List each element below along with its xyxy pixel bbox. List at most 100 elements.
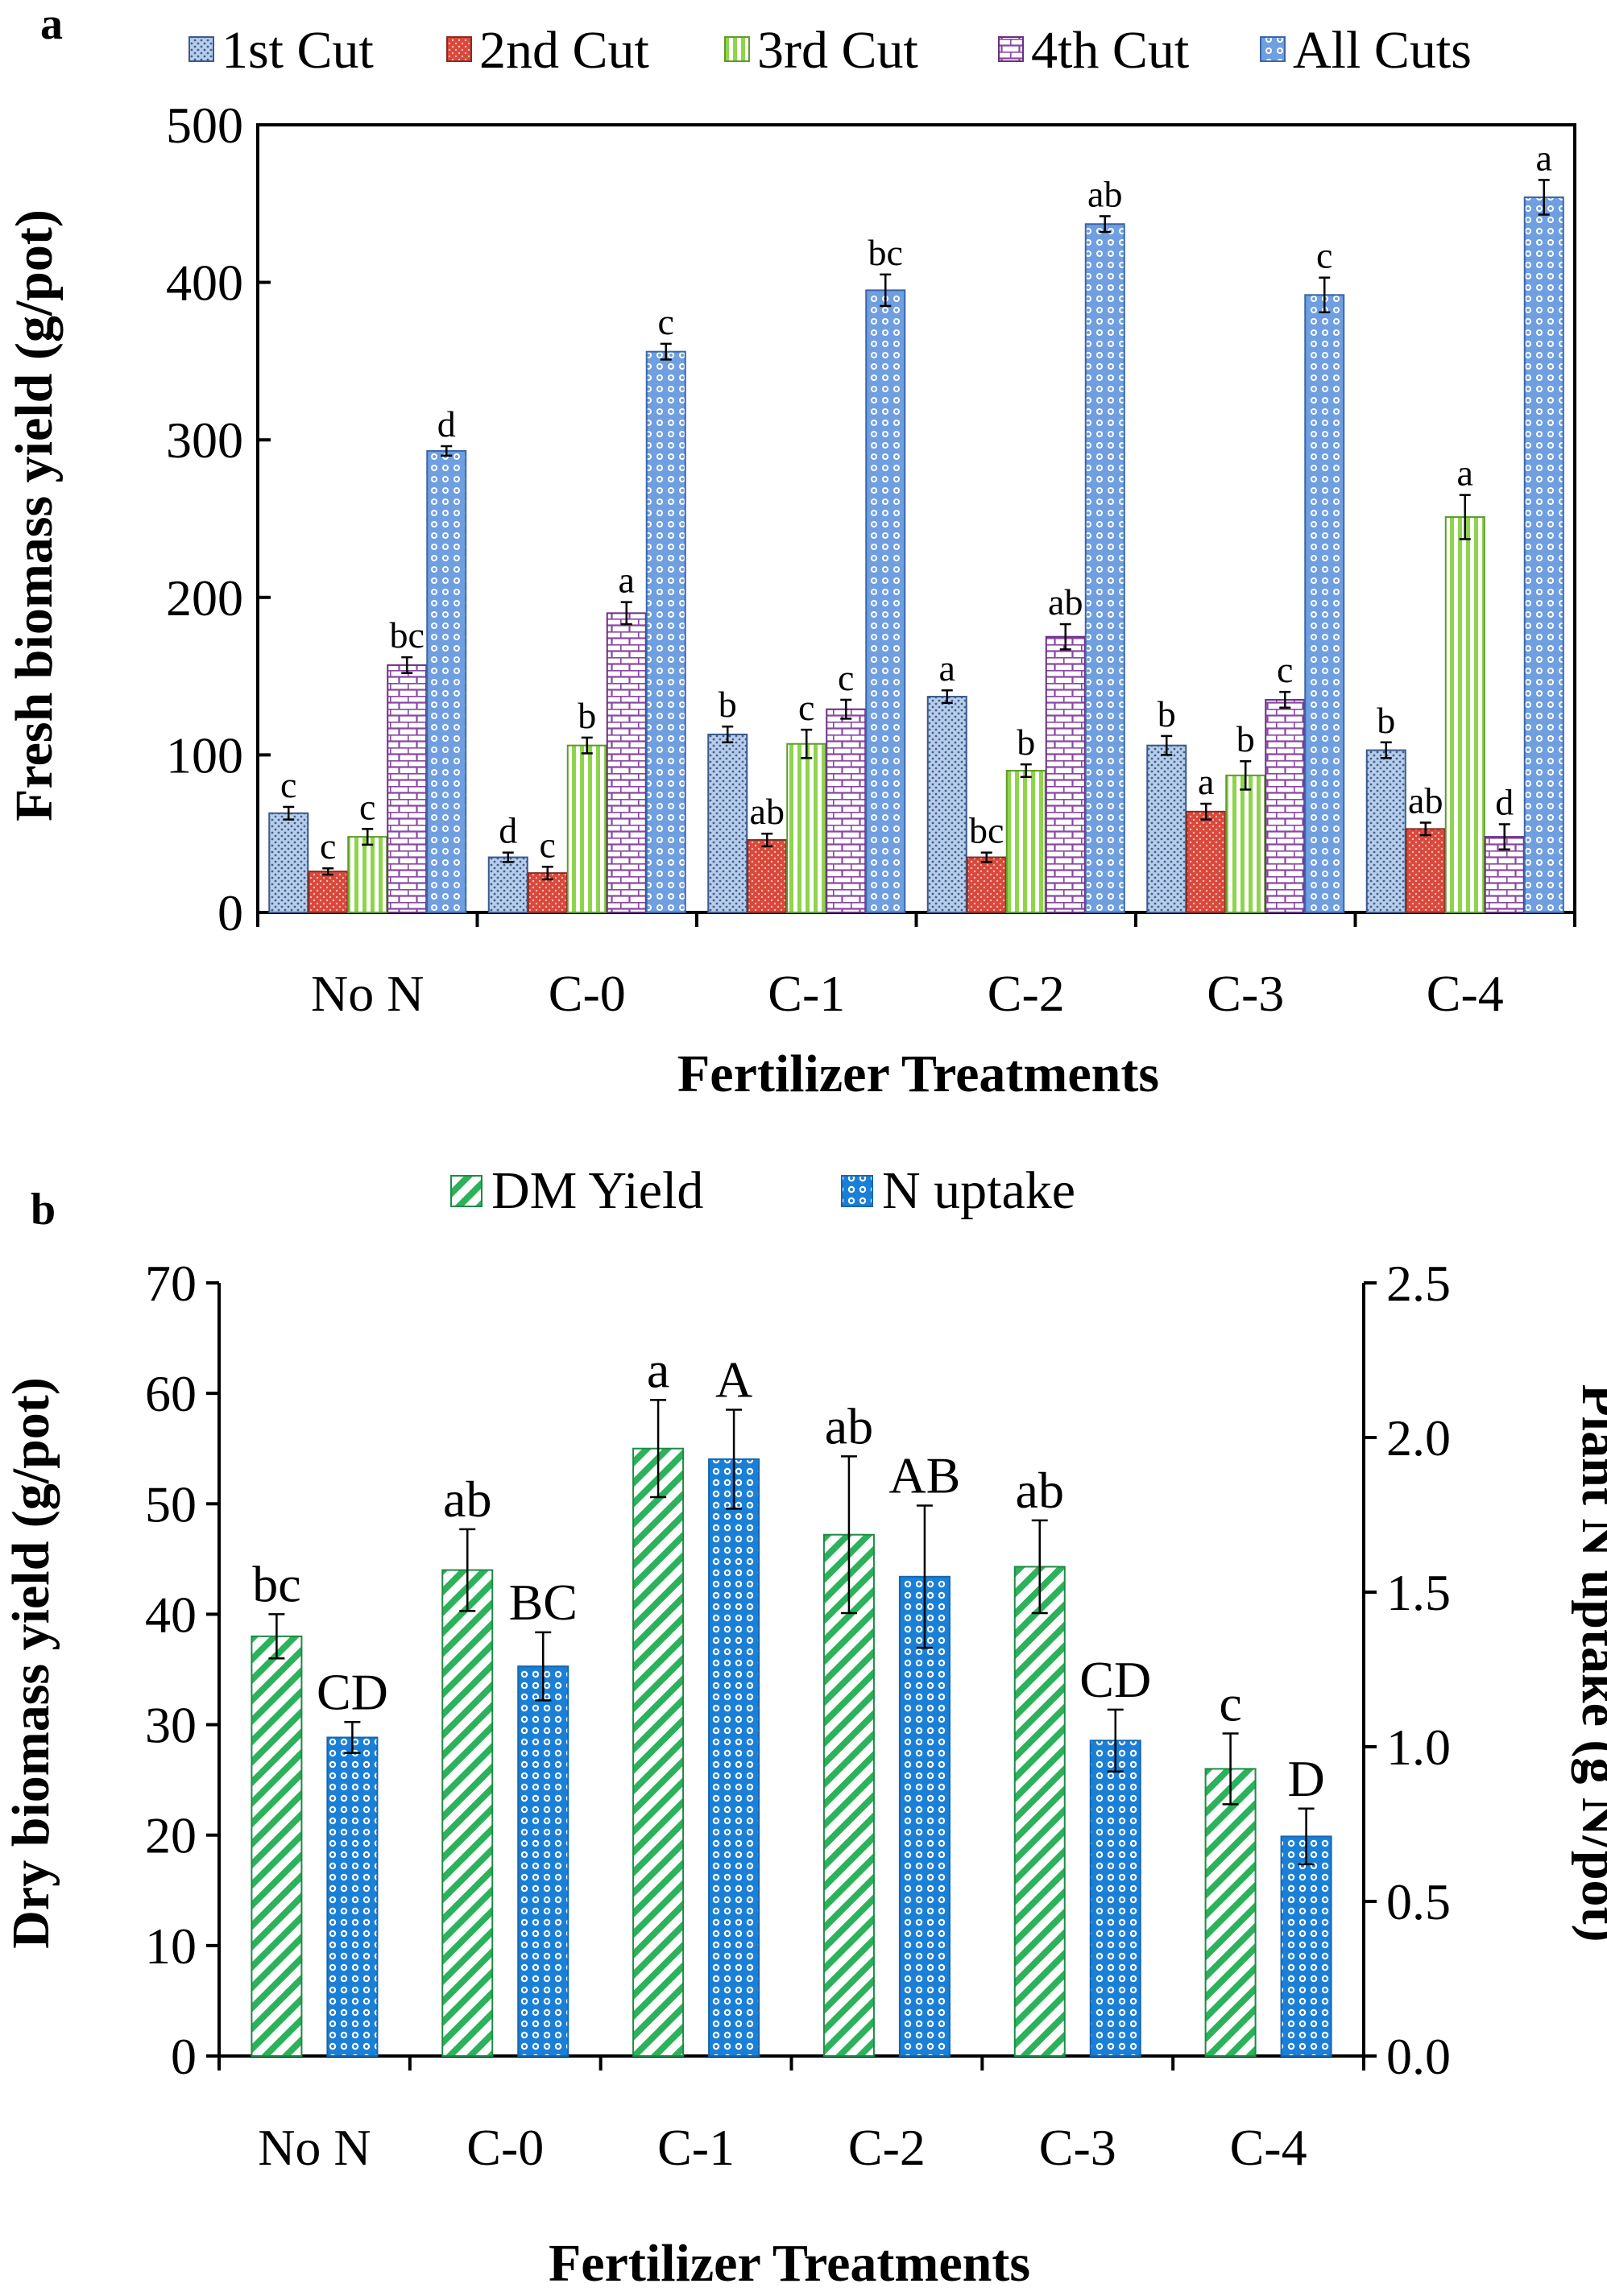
panel-b-bar-n-uptake [326, 1736, 379, 2057]
panel-a-significance-letter: c [280, 764, 296, 805]
panel-b-category-label: C-4 [1230, 2119, 1307, 2176]
panel-a-y-tick-label: 200 [166, 569, 243, 627]
panel-a-significance-letter: d [437, 403, 456, 445]
panel-b-y2-axis-title: Plant N uptake (g N/pot) [1571, 1384, 1607, 1942]
panel-a-bar-2nd-cut [747, 839, 788, 914]
panel-a-bar-all-cuts [1523, 196, 1564, 913]
panel-a-bar-4th-cut [1045, 635, 1086, 913]
panel-b-significance-letter: ab [1016, 1462, 1064, 1519]
panel-a-significance-letter: bc [868, 232, 903, 273]
panel-b-significance-letter: bc [252, 1555, 300, 1612]
panel-a-significance-letter: d [499, 810, 517, 851]
panel-a-bar-3rd-cut [347, 836, 388, 914]
panel-a-legend-label: 2nd Cut [479, 21, 649, 80]
panel-a-bar-1st-cut [268, 812, 309, 913]
panel-a-bar-3rd-cut [1005, 769, 1046, 914]
panel-b-y-tick-label: 0 [171, 2028, 197, 2085]
panel-b-bar-n-uptake [1280, 1835, 1332, 2058]
panel-a-bar-4th-cut [387, 664, 428, 914]
panel-a-category-label: C-1 [768, 965, 845, 1022]
panel-b-y2-tick-label: 2.0 [1386, 1409, 1451, 1467]
panel-a-significance-letter: a [619, 560, 635, 601]
panel-a-bar-2nd-cut [966, 856, 1007, 914]
panel-b-y-tick-label: 30 [145, 1697, 197, 1754]
panel-a-significance-letter: b [1017, 722, 1035, 763]
panel-a-significance-letter: c [540, 824, 556, 865]
panel-a-significance-letter: d [1495, 781, 1514, 822]
panel-a-bar-3rd-cut [1225, 774, 1266, 913]
panel-a-bar-all-cuts [645, 350, 686, 913]
panel-a-legend-swatch [724, 36, 750, 62]
panel-a-bar-all-cuts [865, 289, 906, 913]
panel-a-bar-3rd-cut [566, 744, 607, 913]
panel-b-significance-letter: c [1219, 1675, 1241, 1732]
panel-a-bar-all-cuts [1084, 223, 1125, 913]
panel-a-y-tick-label: 400 [166, 254, 243, 312]
panel-a-significance-letter: a [1457, 453, 1473, 494]
panel-b-bar-dm-yield [632, 1447, 685, 2057]
panel-a-bar-3rd-cut [786, 743, 827, 914]
panel-a-significance-letter: bc [969, 810, 1004, 851]
panel-b-significance-letter: AB [888, 1446, 960, 1504]
panel-b-legend-swatch [841, 1175, 873, 1207]
panel-a-y-tick-label: 300 [166, 412, 243, 469]
panel-a-significance-letter: b [719, 684, 737, 725]
panel-b-y2-tick-label: 0.5 [1386, 1873, 1451, 1930]
panel-b-y2-tick-label: 0.0 [1386, 2028, 1451, 2085]
panel-b-bar-dm-yield [1013, 1566, 1066, 2057]
panel-a-bar-1st-cut [926, 696, 967, 913]
panel-a-significance-letter: a [939, 647, 955, 689]
panel-b-category-label: C-3 [1039, 2119, 1116, 2176]
panel-b-category-label: C-1 [657, 2119, 735, 2176]
panel-a-bar-1st-cut [1365, 749, 1406, 913]
panel-a-legend-swatch [446, 36, 472, 62]
panel-a-significance-letter: c [658, 301, 674, 342]
panel-a-significance-letter: b [1236, 718, 1255, 759]
panel-b-x-axis-title: Fertilizer Treatments [549, 2234, 1030, 2292]
panel-a-bar-3rd-cut [1444, 516, 1485, 913]
panel-a-y-tick-label: 500 [166, 97, 243, 154]
panel-a-legend-label: 4th Cut [1031, 21, 1189, 80]
panel-b-y2-tick-label: 2.5 [1386, 1255, 1451, 1312]
panel-b-y-tick-label: 70 [145, 1255, 197, 1312]
panel-b-bar-n-uptake [708, 1458, 760, 2057]
panel-a-bar-1st-cut [1146, 744, 1187, 913]
panel-a-category-label: C-2 [988, 965, 1065, 1022]
panel-b-category-label: C-0 [466, 2119, 544, 2176]
panel-a-significance-letter: b [1158, 693, 1176, 734]
panel-a-y-tick-label: 100 [166, 726, 243, 784]
panel-b-bar-dm-yield [441, 1569, 494, 2057]
panel-a-bar-all-cuts [426, 449, 467, 913]
panel-a-y-tick-label: 0 [217, 884, 243, 941]
panel-a-significance-letter: c [838, 657, 854, 698]
panel-b-bar-n-uptake [517, 1665, 569, 2057]
panel-a-significance-letter: b [1377, 700, 1395, 741]
panel-b-y2-tick-label: 1.5 [1386, 1564, 1451, 1621]
panel-a-significance-letter: a [1536, 137, 1552, 178]
panel-b-significance-letter: a [647, 1341, 669, 1398]
panel-b-bar-dm-yield [822, 1533, 875, 2057]
panel-a-bar-2nd-cut [1405, 828, 1446, 914]
panel-b-y-tick-label: 40 [145, 1586, 197, 1643]
panel-b-bar-n-uptake [898, 1575, 951, 2058]
panel-a-legend-swatch [998, 36, 1024, 62]
panel-a-bar-4th-cut [606, 612, 647, 913]
panel-a-category-label: C-3 [1207, 965, 1284, 1022]
panel-b-y-tick-label: 60 [145, 1365, 197, 1422]
panel-b-significance-letter: D [1287, 1750, 1324, 1807]
panel-b-significance-letter: CD [317, 1663, 388, 1720]
panel-b-bar-dm-yield [251, 1635, 303, 2058]
panel-a-significance-letter: c [1277, 649, 1293, 690]
panel-a-significance-letter: a [1198, 761, 1214, 802]
panel-a-significance-letter: ab [1048, 581, 1083, 623]
panel-b-legend-label: N uptake [882, 1161, 1075, 1220]
panel-b-significance-letter: A [715, 1351, 752, 1408]
panel-a-bar-2nd-cut [308, 871, 349, 914]
panel-b-significance-letter: ab [825, 1397, 873, 1454]
panel-a-bar-1st-cut [487, 856, 528, 914]
panel-b-y-tick-label: 20 [145, 1807, 197, 1864]
panel-b-y-tick-label: 50 [145, 1475, 197, 1533]
panel-b-significance-letter: CD [1079, 1651, 1151, 1708]
